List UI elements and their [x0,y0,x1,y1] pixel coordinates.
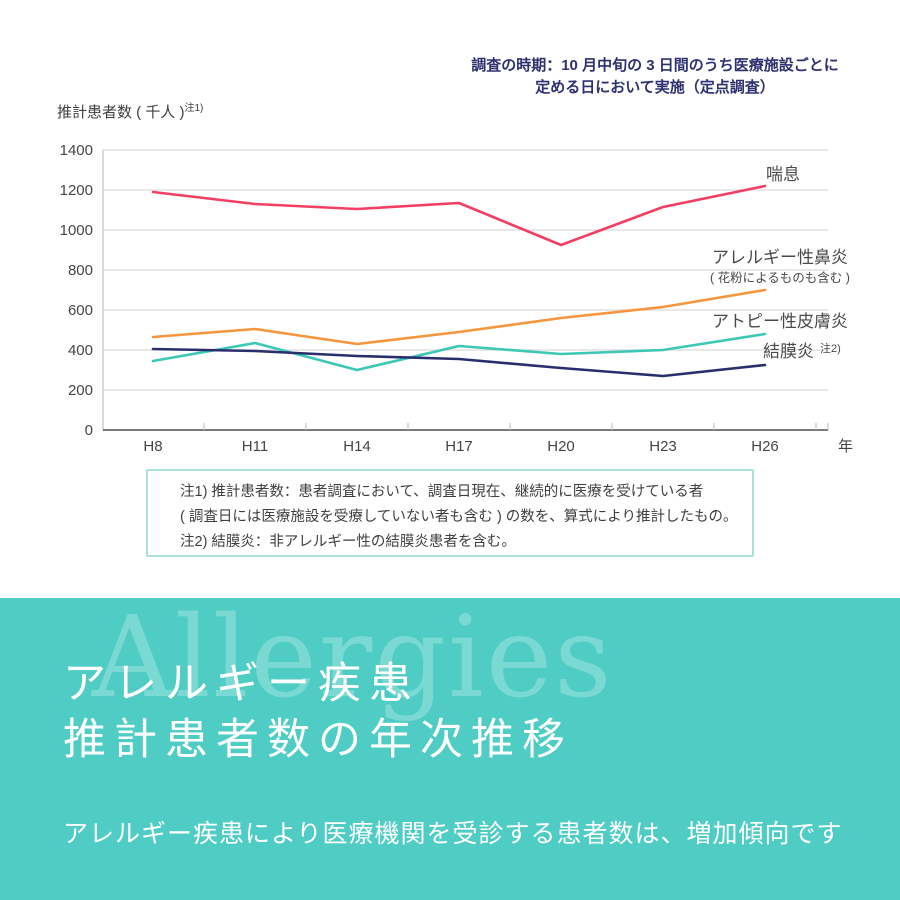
y-tick-label-0: 0 [85,422,93,439]
title-banner: Allergies アレルギー疾患 推計患者数の年次推移 アレルギー疾患により医… [0,598,900,900]
y-axis-title: 推計患者数 ( 千人 )注1) [57,99,203,122]
y-tick-label-1000: 1000 [60,222,93,239]
y-axis-title-footnote-ref: 注1) [184,103,204,114]
banner-title-line2: 推計患者数の年次推移 [63,715,573,765]
footnotes-box: 注1) 推計患者数：患者調査において、調査日現在、継続的に医療を受けている者 (… [146,469,754,557]
line-chart: 0 200 400 600 800 1000 1200 1400 H8 H11 H14 H17 H20 H… [0,130,900,470]
banner-subtitle: アレルギー疾患により医療機関を受診する患者数は、増加傾向です [63,819,843,848]
series-label-3: 結膜炎 注2) [763,341,841,361]
series-line-0 [151,184,767,247]
footnote-1-line1: 注1) 推計患者数：患者調査において、調査日現在、継続的に医療を受けている者 [180,484,704,500]
y-tick-label-400: 400 [68,342,93,359]
x-tick-label-H11: H11 [242,438,268,455]
x-tick-label-H20: H20 [547,438,575,455]
x-tick-label-H14: H14 [343,438,371,455]
line-chart-canvas: 0 200 400 600 800 1000 1200 1400 H8 H11 H14 H17 H20 H… [60,142,853,455]
y-tick-label-1400: 1400 [60,142,93,159]
survey-period-note-line1: 調査の時期：10 月中旬の 3 日間のうち医療施設ごとに [471,57,839,74]
y-tick-label-1200: 1200 [60,182,93,199]
series-label-1: アレルギー性鼻炎 [712,248,848,267]
series-label-2: アトピー性皮膚炎 [712,312,848,331]
series-line-1 [151,288,767,346]
series-label-0: 喘息 [766,165,800,184]
y-axis-title-text: 推計患者数 ( 千人 ) [57,104,185,121]
x-axis-unit-label: 年 [838,438,853,455]
banner-title: アレルギー疾患 推計患者数の年次推移 [63,656,573,768]
x-tick-label-H8: H8 [143,438,162,455]
x-tick-label-H23: H23 [649,438,677,455]
watermark-text: Allergies [92,598,614,723]
survey-period-note-line2: 定める日において実施（定点調査） [535,79,775,96]
chart-section: 調査の時期：10 月中旬の 3 日間のうち医療施設ごとに 定める日において実施（… [0,55,900,557]
banner-title-line1: アレルギー疾患 [63,659,420,709]
x-tick-label-H26: H26 [751,438,779,455]
y-tick-label-800: 800 [68,262,93,279]
series-line-2 [151,332,767,372]
x-tick-label-H17: H17 [445,438,473,455]
survey-period-note: 調査の時期：10 月中旬の 3 日間のうち医療施設ごとに 定める日において実施（… [455,55,855,99]
series-sublabel-1: ( 花粉によるものも含む ) [710,270,850,285]
footnote-1-line2: ( 調査日には医療施設を受療していない者も含む ) の数を、算式により推計したも… [180,509,738,525]
y-tick-label-600: 600 [68,302,93,319]
y-tick-label-200: 200 [68,382,93,399]
series-line-3 [151,347,767,378]
footnote-2: 注2) 結膜炎：非アレルギー性の結膜炎患者を含む。 [180,534,516,550]
